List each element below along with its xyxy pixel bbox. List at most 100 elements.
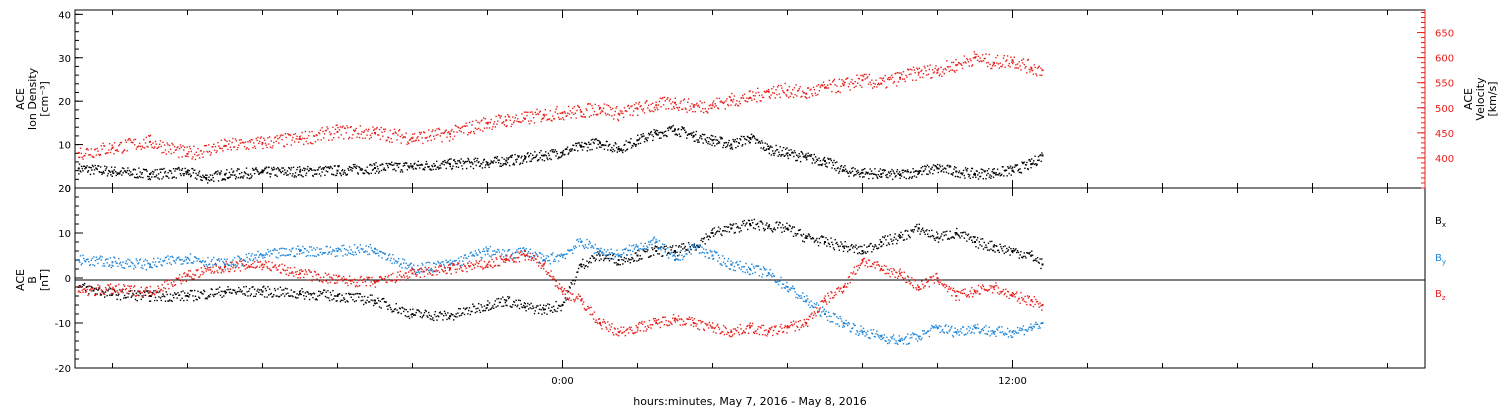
density-marker	[522, 160, 524, 162]
velocity-marker	[272, 145, 274, 147]
density-marker	[714, 145, 716, 147]
by-marker	[273, 248, 276, 250]
bx-marker	[590, 261, 592, 264]
density-marker	[986, 169, 989, 172]
density-marker	[732, 138, 734, 141]
density-marker	[255, 167, 257, 169]
velocity-marker	[233, 146, 236, 148]
velocity-marker	[778, 93, 781, 95]
bx-marker	[175, 293, 178, 295]
by-marker	[530, 255, 532, 258]
density-marker	[632, 145, 634, 147]
bx-marker	[621, 258, 623, 261]
density-marker	[521, 162, 524, 164]
velocity-marker	[387, 136, 389, 138]
density-marker	[212, 176, 214, 179]
density-marker	[913, 171, 915, 173]
velocity-marker	[687, 98, 690, 100]
by-marker	[78, 259, 80, 262]
by-marker	[826, 315, 828, 318]
bx-marker	[881, 236, 884, 238]
bx-marker	[784, 226, 786, 228]
bx-marker	[867, 245, 870, 247]
density-marker	[487, 164, 490, 166]
density-marker	[139, 171, 141, 173]
velocity-marker	[546, 119, 548, 121]
velocity-marker	[941, 71, 944, 73]
velocity-marker	[865, 73, 867, 76]
density-marker	[827, 157, 829, 160]
bx-marker	[170, 299, 173, 302]
velocity-marker	[457, 126, 460, 129]
density-marker	[710, 134, 713, 137]
density-marker	[352, 167, 354, 170]
velocity-marker	[856, 74, 858, 76]
bx-marker	[487, 300, 489, 302]
left-y-tick-label: 40	[58, 10, 71, 21]
by-marker	[472, 254, 475, 257]
bx-marker	[218, 286, 221, 288]
bx-marker	[862, 252, 865, 254]
density-marker	[933, 169, 935, 171]
bx-marker	[487, 309, 490, 311]
velocity-marker	[292, 136, 294, 139]
density-marker	[1011, 166, 1014, 168]
by-marker	[329, 246, 332, 248]
velocity-marker	[351, 137, 353, 139]
density-marker	[438, 167, 441, 169]
velocity-marker	[161, 152, 163, 154]
density-marker	[338, 165, 340, 167]
density-marker	[1040, 160, 1042, 163]
density-marker	[967, 173, 970, 176]
velocity-marker	[349, 126, 352, 129]
by-marker	[388, 254, 390, 257]
density-marker	[115, 174, 118, 177]
density-marker	[183, 174, 185, 177]
density-marker	[616, 151, 618, 153]
velocity-marker	[264, 142, 267, 145]
bx-marker	[1007, 249, 1010, 251]
by-marker	[669, 253, 671, 256]
by-marker	[500, 255, 502, 257]
by-marker	[772, 272, 774, 275]
density-marker	[994, 174, 997, 176]
velocity-marker	[347, 127, 349, 129]
bx-marker	[681, 243, 683, 245]
bx-marker	[755, 223, 757, 226]
by-marker	[220, 258, 222, 260]
bx-marker	[303, 294, 305, 297]
density-marker	[761, 140, 763, 142]
velocity-marker	[803, 92, 806, 94]
velocity-marker	[814, 92, 816, 94]
bx-marker	[214, 293, 217, 296]
velocity-marker	[188, 145, 191, 148]
velocity-marker	[582, 116, 584, 118]
velocity-marker	[873, 86, 876, 88]
bx-marker	[814, 240, 816, 242]
by-marker	[637, 248, 640, 250]
velocity-marker	[775, 88, 777, 91]
density-marker	[499, 165, 501, 167]
bx-marker	[323, 289, 325, 291]
density-marker	[948, 166, 950, 168]
density-marker	[189, 173, 191, 175]
density-marker	[339, 172, 341, 174]
by-marker	[457, 262, 459, 264]
by-marker	[748, 273, 751, 276]
bx-marker	[447, 312, 449, 314]
velocity-marker	[1002, 57, 1005, 59]
by-marker	[110, 266, 113, 269]
density-marker	[857, 169, 859, 172]
bx-marker	[753, 218, 756, 221]
density-marker	[643, 140, 646, 143]
by-marker	[312, 254, 314, 257]
by-point	[449, 263, 451, 266]
density-marker	[155, 174, 158, 176]
top-right-axis-label-line3: [km/s]	[1486, 81, 1499, 116]
density-marker	[787, 157, 790, 160]
velocity-marker	[212, 146, 214, 148]
velocity-marker	[246, 147, 248, 149]
velocity-point	[149, 140, 151, 143]
density-marker	[291, 175, 293, 177]
bx-marker	[787, 228, 790, 231]
